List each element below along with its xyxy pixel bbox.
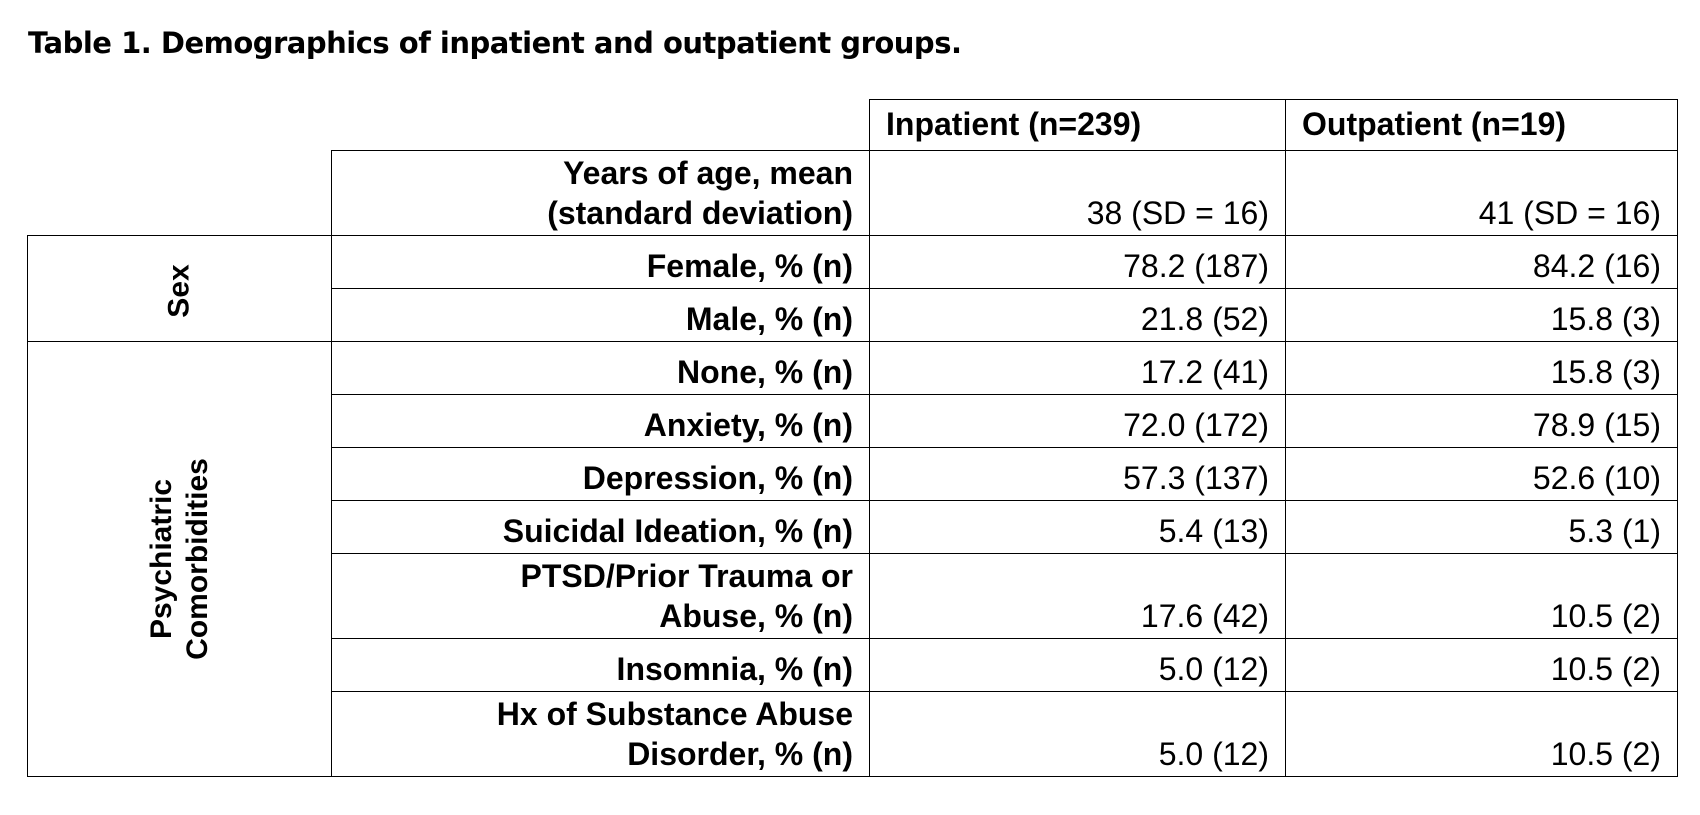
row-label-line: Years of age, mean <box>563 155 853 191</box>
outpatient-value: 41 (SD = 16) <box>1285 150 1678 236</box>
outpatient-value: 15.8 (3) <box>1285 288 1678 342</box>
row-label: Hx of Substance Abuse Disorder, % (n) <box>331 691 870 777</box>
row-label: Female, % (n) <box>331 235 870 289</box>
outpatient-value: 78.9 (15) <box>1285 394 1678 448</box>
table-title: Table 1. Demographics of inpatient and o… <box>28 26 962 60</box>
inpatient-value: 38 (SD = 16) <box>869 150 1286 236</box>
group-sex: Sex <box>27 235 332 342</box>
row-label: PTSD/Prior Trauma or Abuse, % (n) <box>331 553 870 639</box>
inpatient-value: 72.0 (172) <box>869 394 1286 448</box>
row-label-line: PTSD/Prior Trauma or <box>520 558 853 594</box>
column-header-inpatient: Inpatient (n=239) <box>869 99 1286 151</box>
table-row: PTSD/Prior Trauma or Abuse, % (n) 17.6 (4… <box>28 553 1678 639</box>
header-row: Inpatient (n=239) Outpatient (n=19) <box>28 99 1678 151</box>
row-label-line: Disorder, % (n) <box>627 736 853 772</box>
row-label: Insomnia, % (n) <box>331 638 870 692</box>
inpatient-value: 5.0 (12) <box>869 691 1286 777</box>
table-row: Hx of Substance Abuse Disorder, % (n) 5.0… <box>28 691 1678 777</box>
row-label-line: Abuse, % (n) <box>659 598 853 634</box>
outpatient-value: 10.5 (2) <box>1285 691 1678 777</box>
outpatient-value: 52.6 (10) <box>1285 447 1678 501</box>
row-label: None, % (n) <box>331 341 870 395</box>
inpatient-value: 57.3 (137) <box>869 447 1286 501</box>
empty-corner <box>28 100 870 151</box>
demographics-table: Inpatient (n=239) Outpatient (n=19) Year… <box>27 99 1678 777</box>
group-label: Psychiatric Comorbidities <box>144 458 216 660</box>
inpatient-value: 21.8 (52) <box>869 288 1286 342</box>
outpatient-value: 10.5 (2) <box>1285 638 1678 692</box>
row-label-line: Hx of Substance Abuse <box>496 696 853 732</box>
table-row: Male, % (n) 21.8 (52) 15.8 (3) <box>28 288 1678 342</box>
table-row: Psychiatric Comorbidities None, % (n) 17.… <box>27 341 1678 777</box>
row-label: Suicidal Ideation, % (n) <box>331 500 870 554</box>
inpatient-value: 5.0 (12) <box>869 638 1286 692</box>
row-label: Anxiety, % (n) <box>331 394 870 448</box>
outpatient-value: 84.2 (16) <box>1285 235 1678 289</box>
inpatient-value: 78.2 (187) <box>869 235 1286 289</box>
row-label: Male, % (n) <box>331 288 870 342</box>
table-row: Years of age, mean (standard deviation) 3… <box>28 150 1678 236</box>
column-header-outpatient: Outpatient (n=19) <box>1285 99 1678 151</box>
outpatient-value: 10.5 (2) <box>1285 553 1678 639</box>
group-label-line: Psychiatric <box>144 478 178 640</box>
outpatient-value: 15.8 (3) <box>1285 341 1678 395</box>
row-label: Years of age, mean (standard deviation) <box>331 150 870 236</box>
empty-cell <box>28 151 332 236</box>
row-label: Depression, % (n) <box>331 447 870 501</box>
inpatient-value: 5.4 (13) <box>869 500 1286 554</box>
group-label-line: Comorbidities <box>180 458 214 660</box>
inpatient-value: 17.2 (41) <box>869 341 1286 395</box>
row-label-line: (standard deviation) <box>547 195 853 231</box>
outpatient-value: 5.3 (1) <box>1285 500 1678 554</box>
table-row: Insomnia, % (n) 5.0 (12) 10.5 (2) <box>28 638 1678 692</box>
inpatient-value: 17.6 (42) <box>869 553 1286 639</box>
table-row: Suicidal Ideation, % (n) 5.4 (13) 5.3 (1… <box>28 500 1678 554</box>
group-label: Sex <box>162 263 196 318</box>
table-row: Sex Female, % (n) 78.2 (187) 84.2 (16) <box>27 235 1678 342</box>
group-psychiatric-comorbidities: Psychiatric Comorbidities <box>27 341 332 777</box>
